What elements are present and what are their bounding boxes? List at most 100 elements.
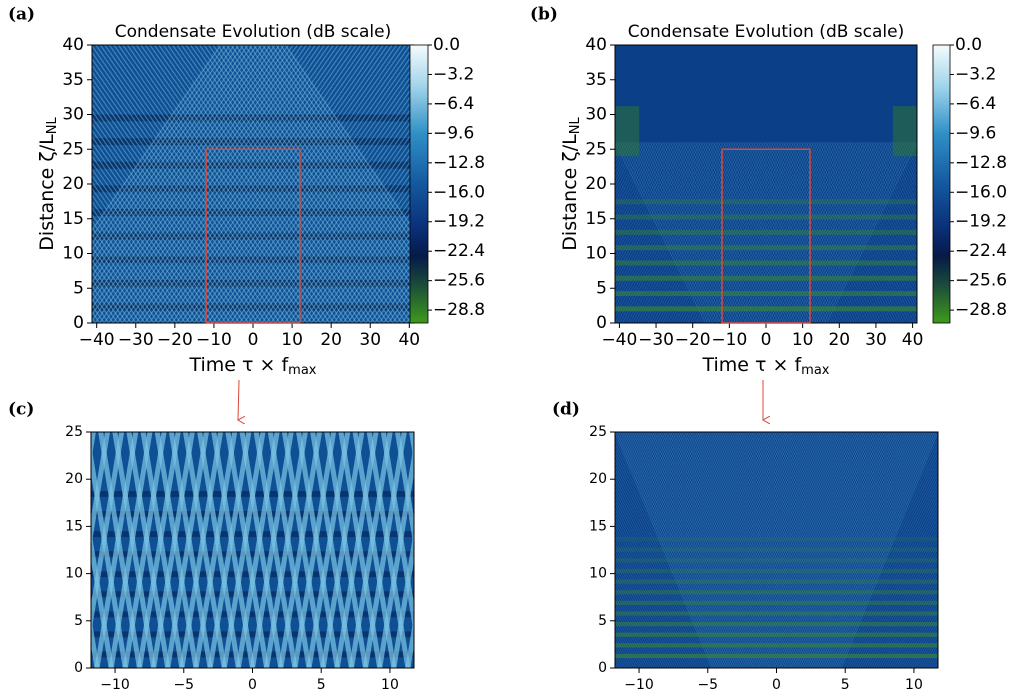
heatmap-streak <box>0 45 37 323</box>
heatmap-streak <box>882 432 938 569</box>
heatmap-streak <box>765 432 863 668</box>
heatmap-streak <box>108 45 303 323</box>
heatmap-streak <box>749 432 847 668</box>
heatmap-streak <box>717 432 815 668</box>
heatmap-streak <box>776 432 874 668</box>
heatmap-streak <box>663 432 761 668</box>
heatmap-streak <box>733 432 831 668</box>
heatmap-streak <box>919 432 938 477</box>
x-tick-label: −40 <box>601 330 637 350</box>
heatmap-streak <box>647 432 745 668</box>
heatmap-streak <box>867 432 938 604</box>
heatmap-streak <box>615 432 643 499</box>
colorbar-tick-label: −12.8 <box>955 153 1007 173</box>
heatmap-band <box>615 611 938 616</box>
heatmap-streak <box>702 432 801 668</box>
heatmap-streak <box>727 432 826 668</box>
y-tick-label: 30 <box>585 105 607 125</box>
heatmap-streak <box>673 432 772 668</box>
heatmap-streak <box>779 432 878 668</box>
heatmap-streak <box>675 432 774 668</box>
heatmap-streak <box>91 432 125 635</box>
heatmap-streak <box>122 45 317 323</box>
heatmap-streak <box>148 45 344 323</box>
heatmap-streak <box>688 432 786 668</box>
heatmap-streak <box>615 432 666 556</box>
heatmap-streak <box>788 432 887 668</box>
heatmap-streak <box>171 45 366 323</box>
heatmap-streak <box>91 432 111 549</box>
panel-label: (c) <box>8 400 34 420</box>
heatmap-streak <box>190 45 385 323</box>
heatmap-streak <box>666 432 765 668</box>
heatmap-streak <box>207 45 402 323</box>
heatmap-streak <box>783 432 881 668</box>
heatmap-streak <box>928 432 938 455</box>
heatmap-streak <box>220 45 414 323</box>
heatmap-streak <box>615 142 656 224</box>
heatmap-streak <box>795 432 894 668</box>
heatmap-streak <box>632 432 731 668</box>
heatmap-streak <box>615 432 648 512</box>
heatmap-streak <box>856 142 917 264</box>
heatmap-streak <box>869 432 938 599</box>
heatmap-streak <box>297 155 414 323</box>
x-tick-label: −30 <box>638 330 674 350</box>
heatmap-streak <box>194 45 389 323</box>
x-tick-label: 40 <box>398 330 420 350</box>
heatmap-streak <box>366 432 411 668</box>
heatmap-streak <box>92 187 186 323</box>
heatmap-streak <box>2 432 41 668</box>
x-tick-label: −10 <box>100 677 130 693</box>
colorbar-tick-label: −12.8 <box>433 153 485 173</box>
colorbar-tick-label: −16.0 <box>955 182 1007 202</box>
heatmap-streak <box>615 432 641 494</box>
heatmap-streak <box>709 432 808 668</box>
heatmap-streak <box>794 432 892 668</box>
heatmap-streak <box>815 432 914 668</box>
heatmap-streak <box>709 432 808 668</box>
heatmap-streak <box>615 142 661 234</box>
heatmap-streak <box>92 45 244 264</box>
x-tick-label: 10 <box>792 330 814 350</box>
heatmap-streak <box>92 148 213 323</box>
heatmap-streak <box>772 432 871 668</box>
heatmap-streak <box>797 432 896 668</box>
heatmap-streak <box>704 432 802 668</box>
heatmap-streak <box>810 432 908 668</box>
heatmap-streak <box>615 432 668 560</box>
heatmap-streak <box>770 432 869 668</box>
y-axis-label-main: Distance ζ/L <box>559 134 581 251</box>
heatmap-streak <box>226 45 414 316</box>
heatmap-streak <box>230 45 414 310</box>
heatmap-streak <box>803 432 901 668</box>
heatmap-streak <box>738 432 836 668</box>
heatmap-streak <box>781 432 880 668</box>
heatmap-band <box>615 590 938 595</box>
heatmap-streak <box>615 432 627 460</box>
heatmap-streak <box>652 432 750 668</box>
heatmap-streak <box>863 142 917 249</box>
heatmap-streak <box>94 45 289 323</box>
heatmap-streak <box>281 432 326 668</box>
heatmap-streak <box>615 432 653 525</box>
heatmap-streak <box>616 432 714 668</box>
heatmap-streak <box>112 432 157 668</box>
heatmap-streak <box>369 258 414 323</box>
heatmap-streak <box>752 432 851 668</box>
heatmap-streak <box>615 432 657 534</box>
y-tick-label: 40 <box>585 35 607 55</box>
heatmap-streak <box>736 432 835 668</box>
heatmap-streak <box>140 45 335 323</box>
heatmap-streak <box>180 45 375 323</box>
heatmap-streak <box>699 432 797 668</box>
heatmap-streak <box>856 432 938 630</box>
heatmap-streak <box>615 432 697 630</box>
heatmap-streak <box>740 432 838 668</box>
x-tick-label: 10 <box>905 677 923 693</box>
panel-label: (b) <box>530 5 558 25</box>
heatmap-streak <box>763 432 862 668</box>
heatmap-streak <box>166 45 362 323</box>
heatmap-streak <box>351 232 414 323</box>
heatmap-streak <box>92 220 164 323</box>
